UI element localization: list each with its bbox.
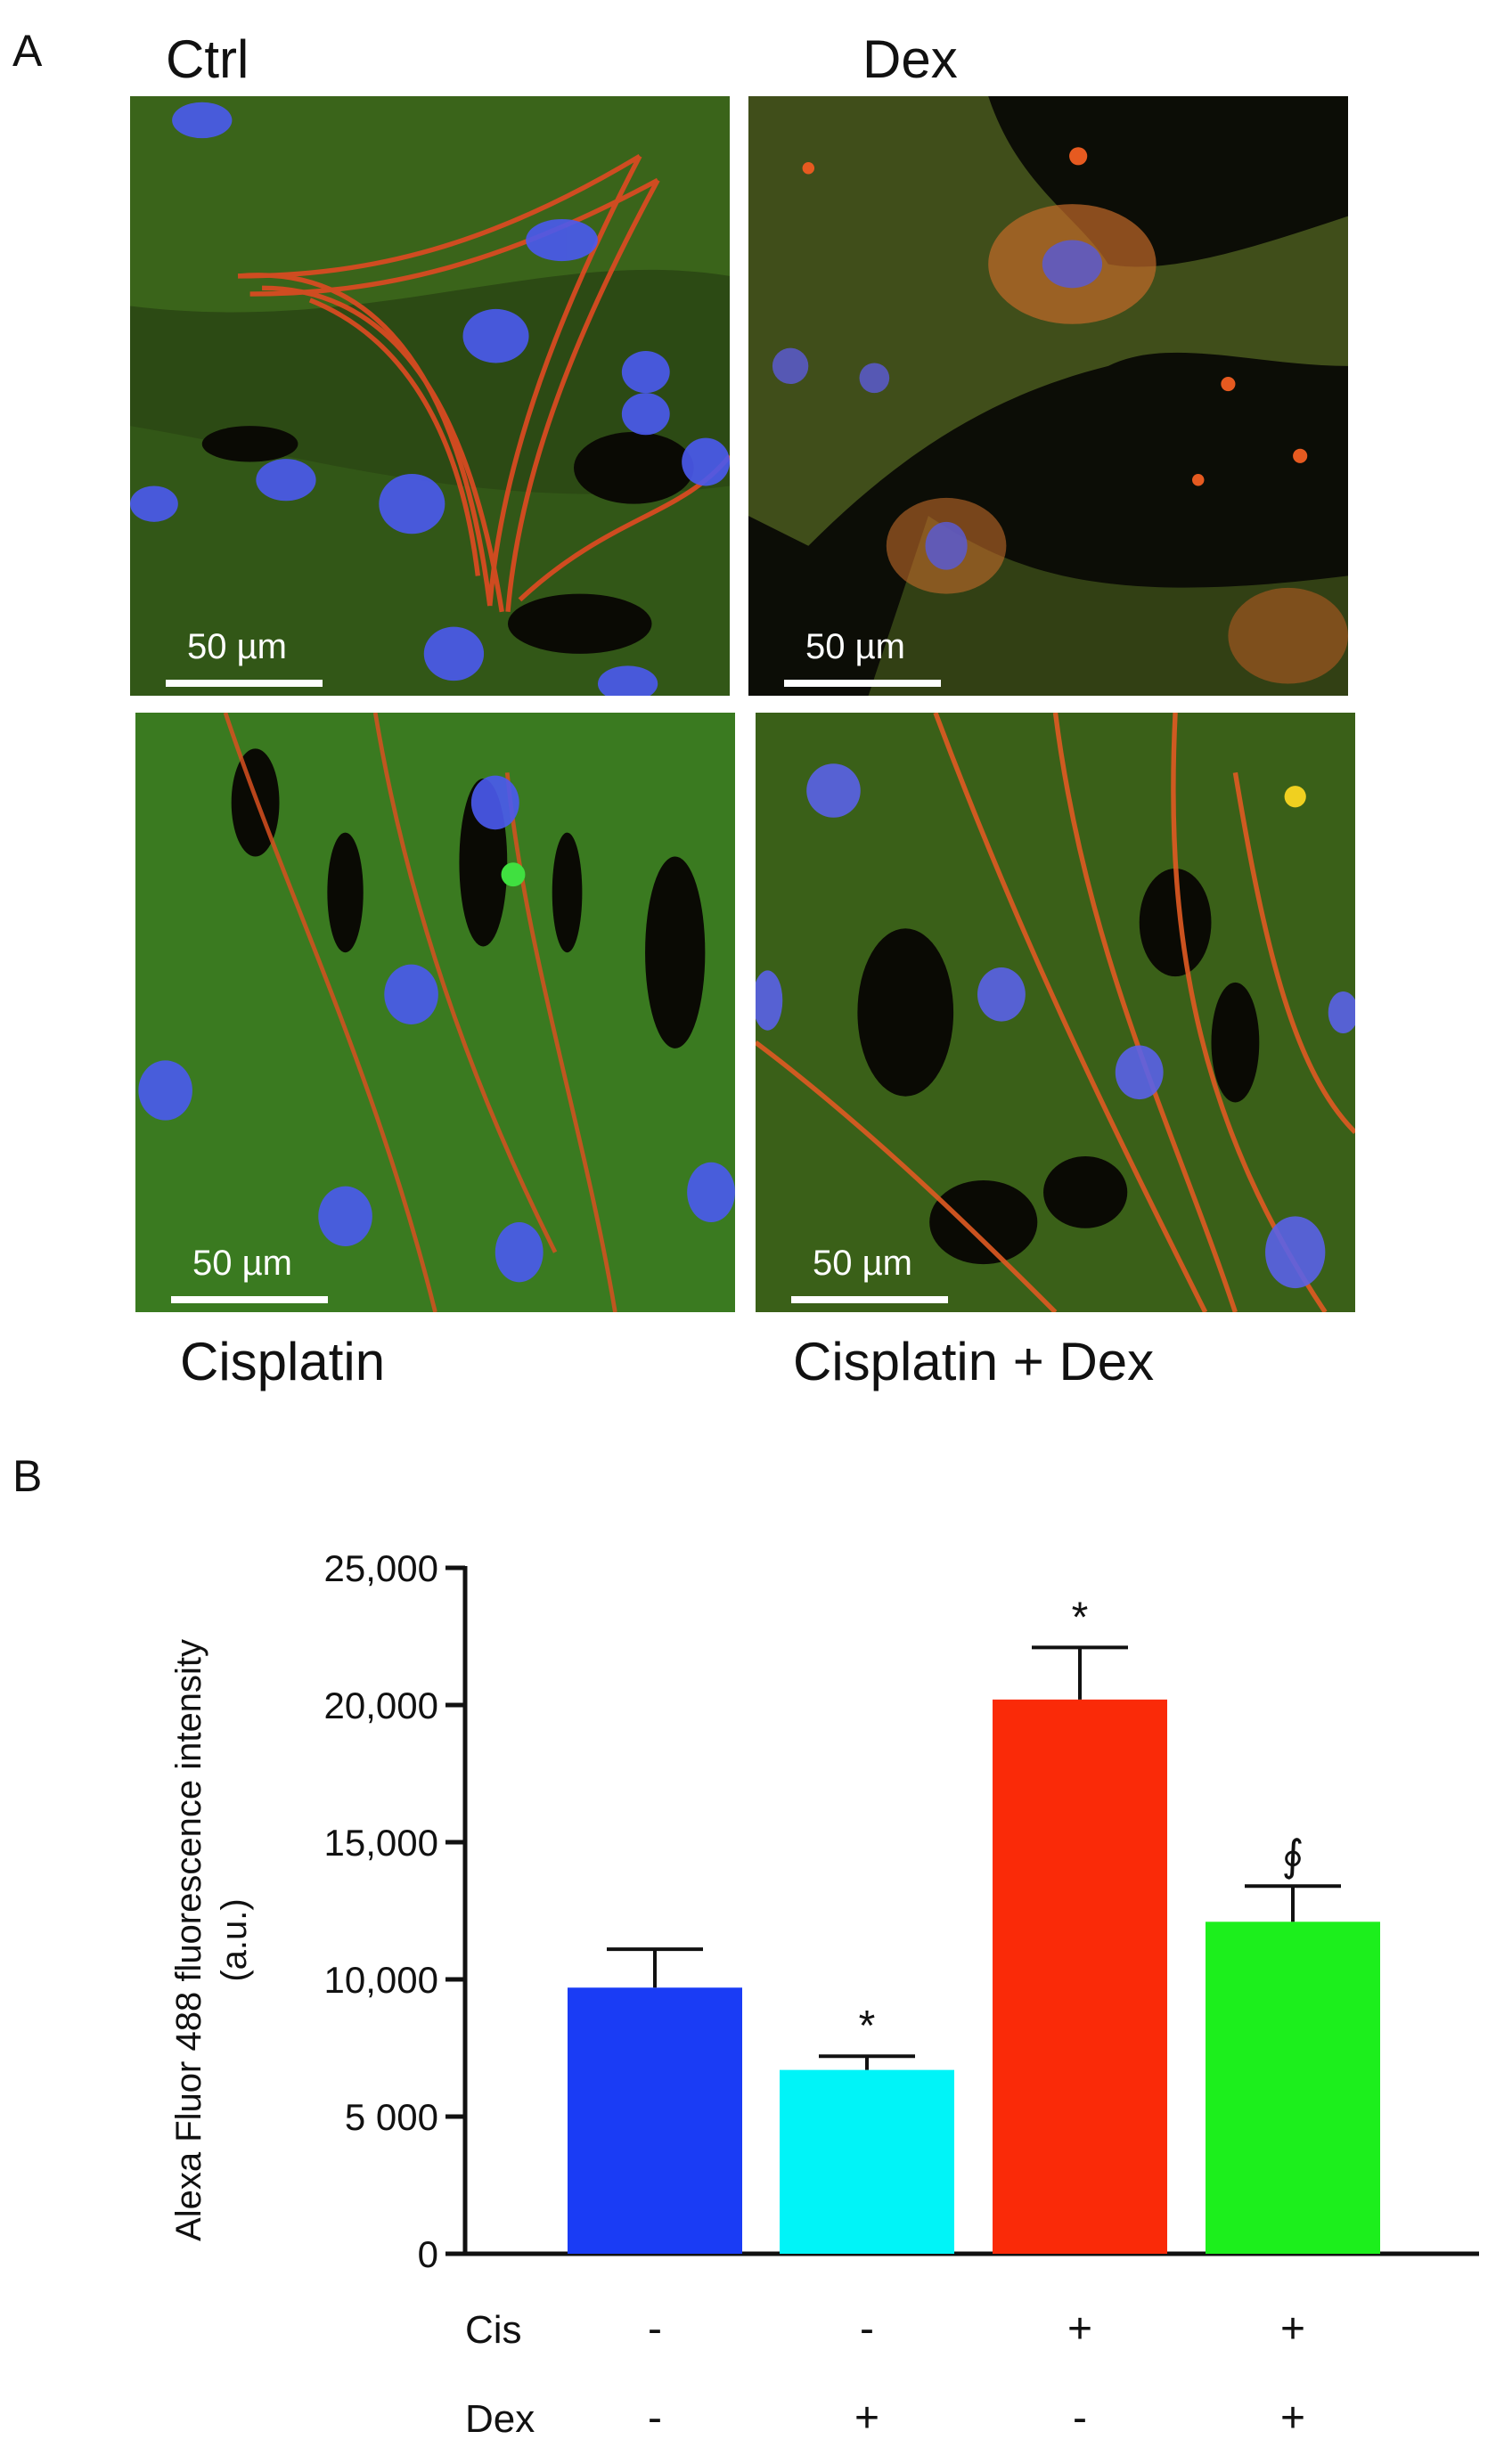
bar-2 — [780, 2069, 954, 2254]
y-tick-label: 20,000 — [324, 1685, 438, 1726]
micrograph-cisplatin-image — [135, 713, 735, 1312]
bar-3 — [993, 1699, 1167, 2254]
scale-bar-label: 50 µm — [187, 627, 287, 666]
scale-bar — [166, 680, 323, 687]
y-axis-label-line2: (a.u.) — [215, 1898, 254, 1981]
y-tick-label: 25,000 — [324, 1547, 438, 1589]
panel-a-letter: A — [12, 26, 43, 76]
bar-chart: Alexa Fluor 488 fluorescence intensity (… — [169, 1547, 1479, 2442]
micrograph-cisplatin-dex: 50 µm — [756, 713, 1355, 1312]
y-tick-label: 15,000 — [324, 1822, 438, 1864]
micrograph-cisplatin: 50 µm — [135, 713, 735, 1312]
condition-sign: - — [648, 2395, 662, 2442]
condition-sign: + — [1067, 2305, 1092, 2353]
scale-bar — [791, 1296, 948, 1303]
condition-row-label: Dex — [465, 2397, 535, 2441]
scale-bar-label: 50 µm — [805, 627, 905, 666]
significance-marker: * — [1072, 1594, 1089, 1641]
micrograph-cisplatin-dex-image — [756, 713, 1355, 1312]
micrograph-dex-image — [748, 96, 1348, 696]
micrograph-ctrl-image — [130, 96, 730, 696]
panel-b-letter: B — [12, 1451, 43, 1501]
scale-bar — [784, 680, 941, 687]
condition-sign: + — [854, 2395, 879, 2442]
y-tick-label: 10,000 — [324, 1959, 438, 2001]
condition-sign: + — [1280, 2305, 1305, 2353]
cisplatin-dex-label: Cisplatin + Dex — [793, 1332, 1155, 1391]
y-axis-label-line1: Alexa Fluor 488 fluorescence intensity — [169, 1639, 208, 2241]
significance-marker: * — [859, 2003, 876, 2050]
micrograph-dex: 50 µm — [748, 96, 1348, 696]
condition-sign: + — [1280, 2395, 1305, 2442]
bar-1 — [568, 1987, 742, 2254]
micrograph-ctrl: 50 µm — [130, 96, 730, 696]
dex-label: Dex — [862, 29, 958, 89]
scale-bar — [171, 1296, 328, 1303]
ctrl-label: Ctrl — [166, 29, 249, 89]
bar-4 — [1206, 1921, 1380, 2254]
y-axis-label: Alexa Fluor 488 fluorescence intensity (… — [169, 1639, 254, 2241]
scale-bar-label: 50 µm — [813, 1244, 912, 1283]
y-tick-label: 5 000 — [345, 2096, 438, 2138]
cisplatin-label: Cisplatin — [180, 1332, 386, 1391]
significance-marker: ∮ — [1281, 1832, 1304, 1880]
y-tick-label: 0 — [418, 2233, 438, 2275]
scale-bar-label: 50 µm — [192, 1244, 292, 1283]
condition-sign: - — [860, 2305, 874, 2353]
condition-sign: - — [648, 2305, 662, 2353]
condition-row-label: Cis — [465, 2308, 522, 2352]
condition-sign: - — [1073, 2395, 1087, 2442]
